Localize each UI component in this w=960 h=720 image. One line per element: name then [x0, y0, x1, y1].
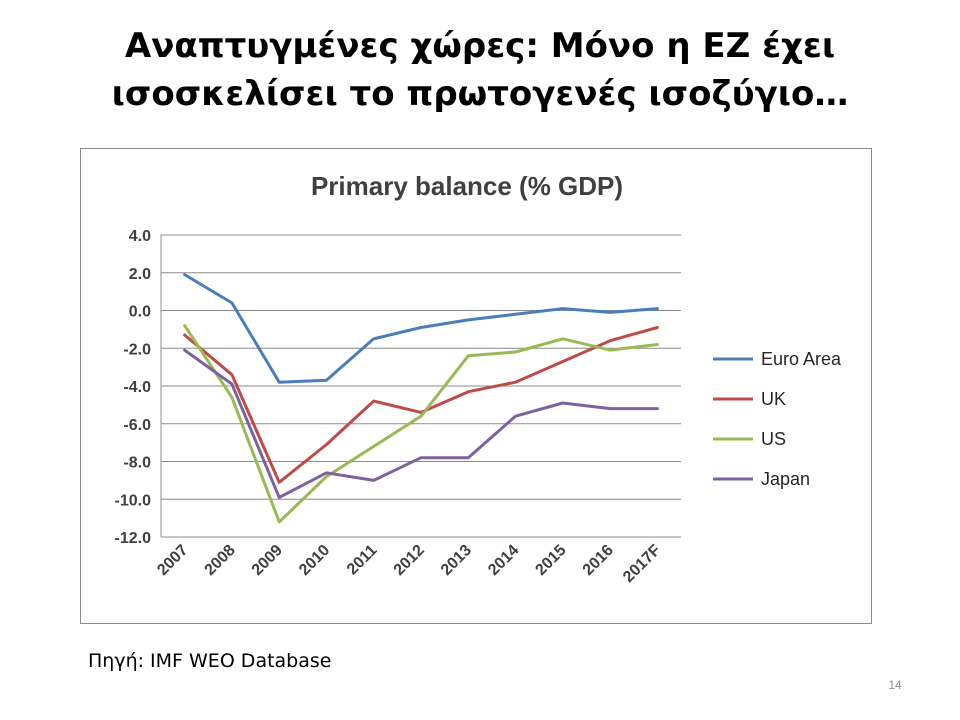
slide-title-line-1: Αναπτυγμένες χώρες: Μόνο η ΕΖ έχει: [124, 26, 836, 66]
x-axis-tick-labels: 2007 2008 2009 2010 2011 2012 2013 2014 2015 2016…: [154, 542, 664, 586]
x-tick-label: 2009: [249, 542, 286, 579]
x-tick-label: 2017F: [620, 542, 664, 586]
source-note: Πηγή: IMF WEO Database: [88, 650, 332, 672]
x-tick-label: 2015: [532, 542, 569, 579]
slide-title: Αναπτυγμένες χώρες: Μόνο η ΕΖ έχει ισοσκ…: [0, 22, 960, 118]
x-tick-label: 2011: [344, 542, 381, 579]
legend-label: US: [761, 429, 786, 449]
legend-label: Euro Area: [761, 349, 842, 369]
series-line-euro-area: [183, 273, 659, 384]
y-tick-label: -12.0: [115, 530, 152, 547]
primary-balance-chart: Primary balance (% GDP) 4.0 2.0 0.0 -2.0 -4.…: [115, 171, 843, 586]
chart-legend: Euro Area UK US Japan: [713, 349, 842, 489]
y-tick-label: -8.0: [123, 455, 151, 472]
y-tick-label: -2.0: [123, 341, 151, 358]
x-tick-label: 2010: [296, 542, 333, 579]
x-tick-label: 2008: [202, 542, 239, 579]
legend-label: Japan: [761, 469, 810, 489]
series-line-japan: [183, 348, 659, 499]
x-tick-label: 2012: [391, 542, 428, 579]
x-tick-label: 2014: [485, 542, 522, 579]
series-line-uk: [183, 326, 659, 484]
slide-title-line-2: ισοσκελίσει το πρωτογενές ισοζύγιο…: [111, 74, 849, 114]
y-tick-label: -4.0: [123, 379, 151, 396]
chart-frame: Primary balance (% GDP) 4.0 2.0 0.0 -2.0 -4.…: [80, 148, 872, 624]
y-tick-label: 2.0: [129, 266, 151, 283]
y-tick-label: 0.0: [129, 304, 151, 321]
y-axis-tick-labels: 4.0 2.0 0.0 -2.0 -4.0 -6.0 -8.0 -10.0 -12.0: [115, 228, 152, 547]
y-tick-label: 4.0: [129, 228, 151, 245]
legend-label: UK: [761, 389, 786, 409]
gridlines: [160, 234, 681, 538]
slide-number: 14: [888, 678, 902, 692]
x-tick-label: 2013: [438, 542, 475, 579]
y-tick-label: -6.0: [123, 417, 151, 434]
x-tick-label: 2016: [580, 542, 617, 579]
chart-title: Primary balance (% GDP): [311, 171, 623, 201]
y-tick-label: -10.0: [115, 492, 152, 509]
x-tick-label: 2007: [154, 542, 191, 579]
series-lines: [183, 273, 659, 524]
series-line-us: [183, 324, 659, 524]
